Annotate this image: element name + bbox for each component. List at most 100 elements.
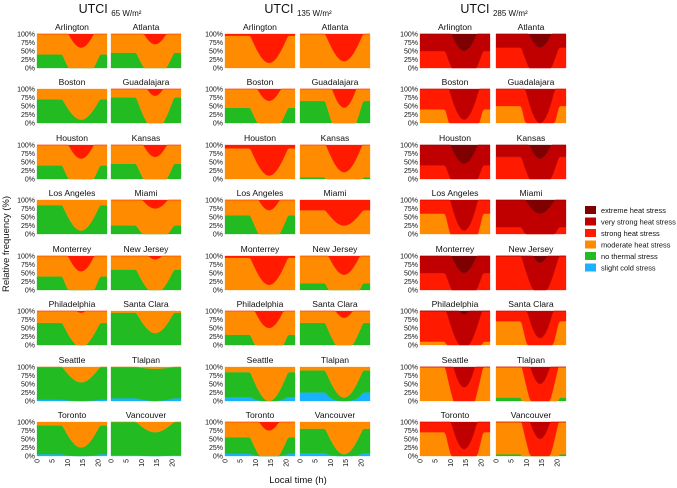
city-label: Houston	[56, 133, 88, 143]
y-tick-label: 25%	[21, 445, 35, 452]
x-tick-label: 0	[494, 459, 501, 463]
chart-cell-arlington-p1: Arlington 100%75% 50%25% 0%	[17, 22, 108, 73]
y-tick-label: 0%	[213, 66, 223, 73]
chart-cell-new-jersey-p1: New Jersey	[110, 244, 182, 291]
legend-swatch-moderate	[585, 240, 596, 249]
city-label: Monterrey	[436, 244, 475, 254]
y-tick-label: 100%	[17, 198, 35, 205]
x-tick-label: 20	[95, 459, 102, 467]
legend-label-extreme: extreme heat stress	[601, 206, 666, 215]
chart-cell-guadalajara-p3: Guadalajara	[495, 77, 567, 124]
chart-cell-miami-p1: Miami	[110, 188, 182, 235]
area-strong	[299, 199, 371, 226]
city-label: Guadalajara	[123, 77, 170, 87]
city-label: Seattle	[59, 355, 86, 365]
legend-label-strong: strong heat stress	[601, 229, 660, 238]
area-moderate	[299, 421, 371, 455]
area-strong	[111, 199, 181, 209]
y-tick-label: 0%	[25, 177, 35, 184]
y-tick-label: 0%	[213, 177, 223, 184]
chart-cell-vancouver-p2: Vancouver 0 5 10 15 20	[298, 410, 371, 467]
city-label: Kansas	[517, 133, 546, 143]
y-tick-label: 25%	[404, 168, 418, 175]
y-tick-label: 100%	[205, 32, 223, 39]
y-tick-label: 0%	[408, 399, 418, 406]
y-tick-label: 25%	[209, 279, 223, 286]
y-tick-label: 25%	[209, 390, 223, 397]
y-tick-label: 50%	[404, 215, 418, 222]
city-label: New Jersey	[313, 244, 359, 254]
y-tick-label: 50%	[404, 437, 418, 444]
area-strong	[300, 255, 370, 275]
area-extreme	[420, 310, 490, 315]
y-tick-label: 0%	[25, 399, 35, 406]
legend-swatch-none	[585, 252, 596, 260]
y-tick-label: 50%	[21, 271, 35, 278]
area-very-strong	[420, 199, 490, 231]
chart-cell-philadelphia-p2: Philadelphia 100%75% 50%25% 0%	[205, 299, 296, 350]
x-tick-label: 0	[35, 459, 42, 463]
y-tick-label: 25%	[21, 390, 35, 397]
city-label: Houston	[244, 133, 276, 143]
city-label: Tlalpan	[321, 355, 349, 365]
y-tick-label: 50%	[209, 326, 223, 333]
y-tick-label: 0%	[408, 121, 418, 128]
y-tick-label: 100%	[17, 143, 35, 150]
area-moderate	[36, 421, 108, 448]
y-tick-label: 75%	[209, 428, 223, 435]
x-tick-label: 20	[169, 459, 176, 467]
legend-swatch-cold	[585, 263, 596, 272]
x-tick-label: 15	[268, 459, 275, 467]
y-tick-label: 100%	[17, 254, 35, 261]
y-tick-label: 100%	[400, 309, 418, 316]
x-tick-label: 10	[448, 459, 455, 467]
chart-cell-vancouver-p1: Vancouver 0 5 10 15 20	[109, 410, 182, 467]
area-moderate	[111, 366, 181, 369]
area-moderate	[110, 310, 182, 334]
area-strong	[224, 33, 296, 64]
legend-label-very-strong: very strong heat stress	[601, 218, 676, 227]
y-tick-label: 100%	[400, 198, 418, 205]
chart-cell-santa-clara-p2: Santa Clara	[299, 299, 371, 346]
city-label: New Jersey	[124, 244, 170, 254]
y-tick-label: 25%	[209, 334, 223, 341]
area-moderate	[36, 88, 108, 120]
y-tick-label: 25%	[21, 112, 35, 119]
legend-label-none: no thermal stress	[601, 252, 658, 261]
chart-cell-atlanta-p2: Atlanta	[299, 22, 371, 69]
chart-cell-monterrey-p1: Monterrey 100%75% 50%25% 0%	[17, 244, 108, 295]
y-tick-label: 50%	[404, 49, 418, 56]
area-extreme	[496, 199, 566, 214]
area-strong	[111, 255, 181, 260]
x-tick-label: 10	[524, 459, 531, 467]
y-tick-label: 25%	[404, 223, 418, 230]
y-tick-label: 50%	[21, 160, 35, 167]
chart-cell-boston-p2: Boston 100%75% 50%25% 0%	[205, 77, 296, 128]
y-tick-label: 100%	[205, 365, 223, 372]
y-tick-label: 100%	[400, 32, 418, 39]
area-extreme	[496, 255, 566, 263]
x-tick-label: 10	[328, 459, 335, 467]
y-tick-label: 50%	[404, 382, 418, 389]
y-tick-label: 0%	[213, 121, 223, 128]
area-strong	[225, 310, 295, 329]
x-tick-label: 20	[478, 459, 485, 467]
y-axis-label: Relative frequency (%)	[1, 196, 12, 292]
chart-cell-kansas-p2: Kansas	[299, 133, 371, 180]
y-tick-label: 100%	[17, 309, 35, 316]
area-strong	[111, 144, 181, 158]
area-moderate	[299, 366, 371, 398]
city-label: Los Angeles	[237, 188, 284, 198]
y-tick-label: 75%	[209, 95, 223, 102]
y-tick-label: 0%	[408, 288, 418, 295]
y-tick-label: 100%	[205, 254, 223, 261]
y-tick-label: 100%	[400, 87, 418, 94]
y-tick-label: 100%	[17, 87, 35, 94]
y-tick-label: 0%	[408, 232, 418, 239]
chart-cell-boston-p3: Boston 100%75% 50%25% 0%	[400, 77, 491, 128]
y-tick-label: 0%	[213, 232, 223, 239]
chart-cell-miami-p2: Miami	[299, 188, 371, 235]
chart-cell-boston-p1: Boston 100%75% 50%25% 0%	[17, 77, 108, 128]
chart-cell-tlalpan-p3: Tlalpan	[495, 355, 567, 402]
y-tick-label: 0%	[25, 121, 35, 128]
